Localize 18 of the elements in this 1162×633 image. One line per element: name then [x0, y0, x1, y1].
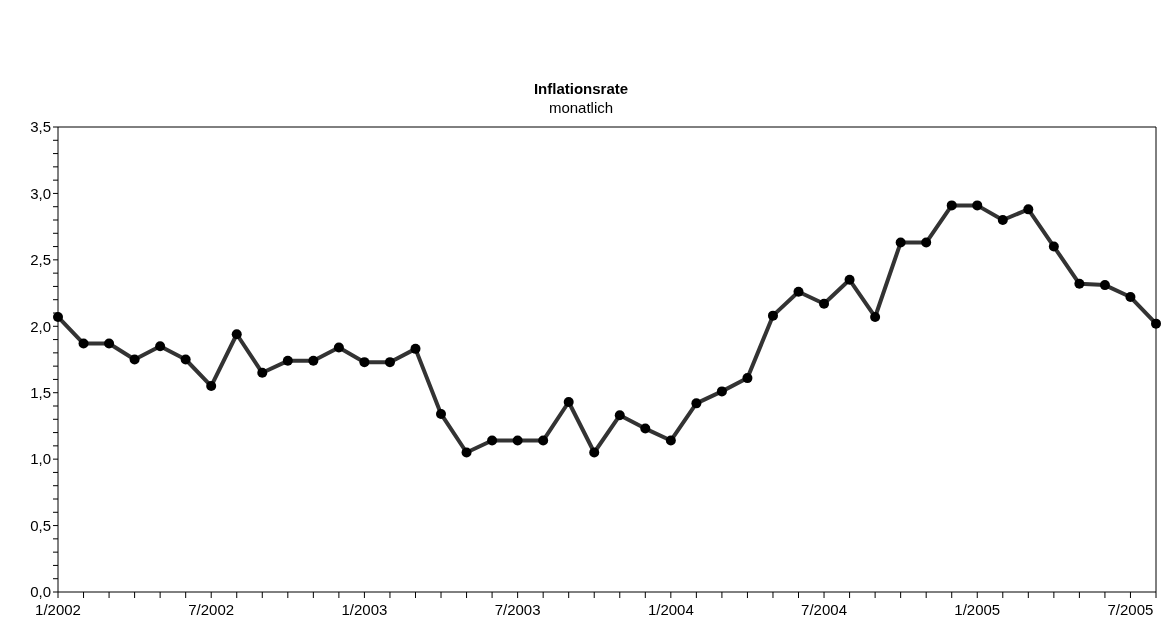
y-tick-label: 1,5 [30, 384, 51, 402]
y-tick-label: 0,0 [30, 583, 51, 601]
chart-subtitle: monatlich [547, 99, 615, 116]
x-tick-label: 7/2002 [188, 600, 235, 618]
y-tick-label: 3,5 [30, 118, 51, 136]
x-tick-label: 1/2002 [35, 600, 81, 618]
x-tick-label: 7/2004 [801, 600, 847, 618]
x-tick-label: 1/2003 [341, 600, 388, 618]
x-tick-label: 1/2005 [954, 600, 1001, 618]
y-tick-label: 2,0 [30, 317, 51, 335]
y-tick-label: 1,0 [30, 450, 51, 468]
y-tick-label: 3,0 [30, 184, 51, 202]
chart-title: Inflationsrate [532, 80, 630, 97]
x-tick-label: 7/2005 [1107, 600, 1154, 618]
y-tick-label: 2,5 [30, 251, 51, 269]
x-tick-label: 1/2004 [647, 600, 694, 618]
x-tick-label: 7/2003 [494, 600, 541, 618]
y-tick-label: 0,5 [30, 516, 51, 534]
